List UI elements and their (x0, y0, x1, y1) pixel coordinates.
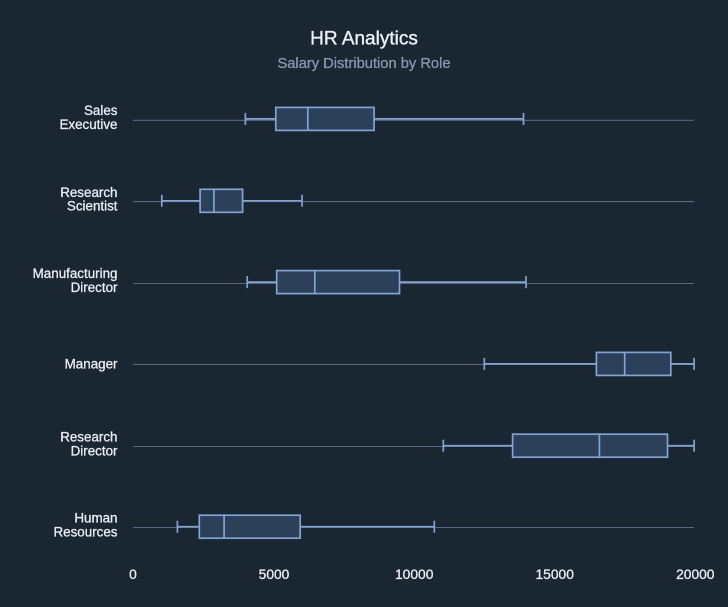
svg-text:Director: Director (71, 280, 118, 295)
svg-text:15000: 15000 (536, 567, 575, 582)
svg-text:Research: Research (60, 430, 117, 445)
svg-text:Salary Distribution by Role: Salary Distribution by Role (277, 56, 450, 72)
svg-text:HR Analytics: HR Analytics (310, 29, 418, 50)
svg-text:Scientist: Scientist (67, 199, 118, 214)
svg-text:Sales: Sales (84, 103, 118, 118)
svg-text:Resources: Resources (53, 525, 117, 540)
svg-text:Manufacturing: Manufacturing (33, 266, 118, 281)
svg-text:Director: Director (71, 444, 118, 459)
svg-text:5000: 5000 (259, 567, 290, 582)
svg-text:20000: 20000 (676, 567, 715, 582)
svg-text:0: 0 (129, 567, 137, 582)
svg-text:Executive: Executive (59, 117, 117, 132)
svg-text:Research: Research (60, 185, 117, 200)
svg-text:10000: 10000 (395, 567, 434, 582)
svg-text:Human: Human (74, 511, 117, 526)
svg-text:Manager: Manager (65, 357, 118, 372)
